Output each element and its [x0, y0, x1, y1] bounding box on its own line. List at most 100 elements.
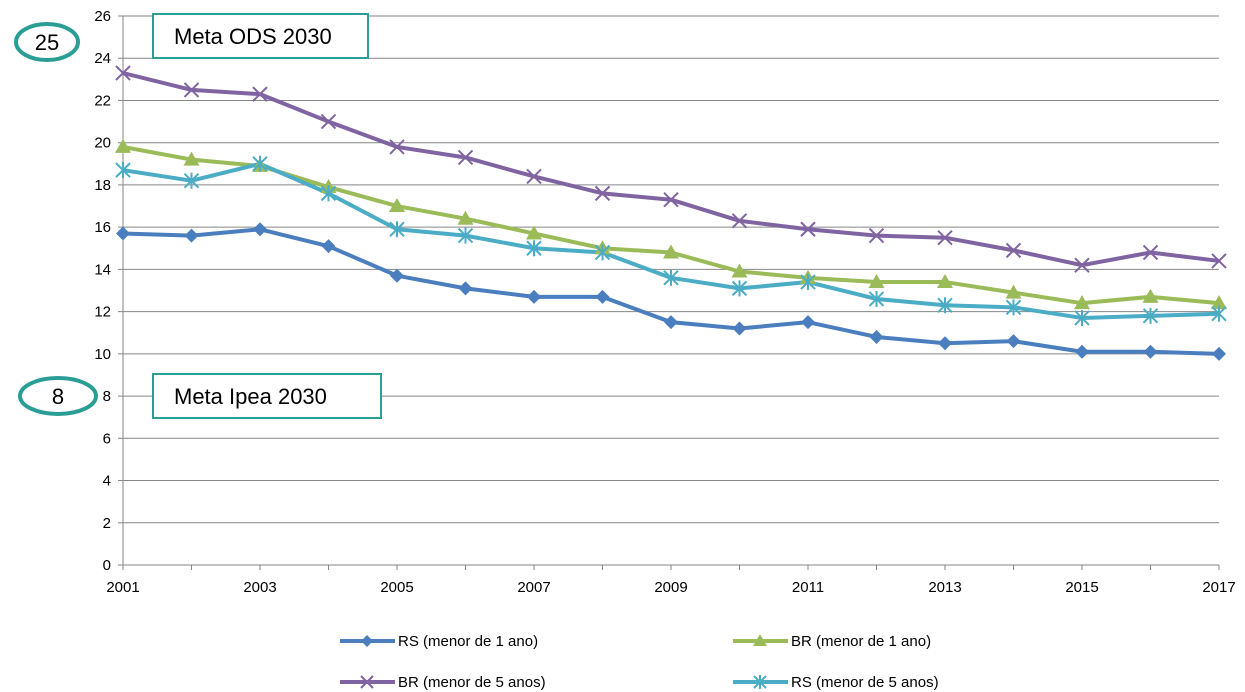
- marker-diamond: [869, 329, 884, 344]
- annotation-box-top: [152, 13, 369, 59]
- marker-triangle: [937, 274, 953, 289]
- y-tick-label: 4: [103, 473, 111, 490]
- marker-star: [663, 269, 679, 286]
- marker-triangle: [663, 244, 679, 259]
- annotation-box-bottom: [152, 373, 382, 419]
- marker-diamond: [938, 336, 952, 351]
- marker-diamond: [361, 635, 373, 647]
- series-line-4: [122, 161, 1220, 320]
- marker-diamond: [116, 226, 130, 241]
- gridlines: [123, 15, 1219, 524]
- marker-star: [1005, 299, 1022, 316]
- marker-star: [252, 155, 268, 172]
- legend-item: BR (menor de 5 anos): [340, 674, 546, 691]
- x-tick-label: 2005: [380, 579, 413, 596]
- x-tick-label: 2011: [792, 579, 824, 596]
- marker-triangle: [1074, 295, 1090, 310]
- legend-label: BR (menor de 5 anos): [398, 674, 546, 691]
- marker-star: [1211, 305, 1227, 322]
- y-tick-label: 14: [94, 261, 111, 278]
- y-tick-label: 0: [103, 557, 111, 574]
- marker-x: [594, 185, 611, 202]
- x-tick-label: 2017: [1202, 579, 1235, 596]
- x-tick-label: 2001: [106, 579, 139, 596]
- y-tick-label: 16: [94, 219, 111, 236]
- marker-star: [800, 274, 816, 291]
- marker-star: [457, 227, 474, 244]
- marker-diamond: [184, 228, 199, 243]
- marker-triangle: [753, 634, 767, 646]
- marker-diamond: [321, 239, 336, 254]
- x-tick-label: 2015: [1065, 579, 1098, 596]
- marker-x: [389, 139, 405, 155]
- annotation-oval-bottom: [18, 376, 98, 416]
- annotation-meta-ipea: 8 Meta Ipea 2030: [18, 373, 382, 419]
- marker-diamond: [595, 289, 610, 304]
- series-markers: [115, 65, 1227, 361]
- y-tick-label: 6: [103, 430, 111, 447]
- marker-diamond: [527, 289, 541, 304]
- y-tick-label: 20: [94, 135, 111, 152]
- y-tick-label: 2: [103, 515, 111, 532]
- marker-x: [115, 65, 131, 81]
- marker-x: [1211, 253, 1227, 269]
- marker-diamond: [390, 268, 404, 283]
- marker-diamond: [1075, 344, 1089, 359]
- marker-x: [731, 213, 748, 229]
- marker-star: [1074, 309, 1090, 326]
- marker-x: [252, 86, 268, 102]
- marker-star: [594, 244, 611, 261]
- marker-star: [1142, 307, 1159, 324]
- marker-x: [800, 221, 816, 237]
- marker-triangle: [457, 210, 474, 225]
- marker-star: [868, 290, 885, 307]
- marker-triangle: [1211, 295, 1227, 310]
- marker-x: [663, 191, 679, 208]
- x-tick-label: 2007: [517, 579, 550, 596]
- x-tick-label: 2013: [928, 579, 961, 596]
- annotation-box-bottom-label: Meta Ipea 2030: [174, 384, 327, 409]
- marker-triangle: [115, 138, 131, 153]
- marker-triangle: [1142, 288, 1159, 303]
- legend-label: RS (menor de 5 anos): [791, 674, 939, 691]
- marker-x: [526, 168, 542, 185]
- annotation-oval-top: [14, 22, 80, 62]
- y-tick-label: 8: [103, 388, 111, 405]
- marker-x: [1005, 242, 1022, 259]
- annotation-box-top-label: Meta ODS 2030: [174, 24, 332, 49]
- legend-item: RS (menor de 1 ano): [340, 633, 538, 650]
- marker-triangle: [868, 274, 885, 289]
- marker-star: [320, 185, 337, 202]
- marker-triangle: [1005, 284, 1022, 299]
- legend-item: RS (menor de 5 anos): [733, 674, 939, 691]
- marker-diamond: [1006, 334, 1021, 349]
- y-tick-label: 22: [94, 92, 111, 109]
- marker-diamond: [458, 281, 473, 296]
- marker-triangle: [183, 151, 200, 166]
- marker-star: [526, 240, 542, 257]
- marker-diamond: [664, 315, 678, 330]
- marker-star: [731, 280, 748, 297]
- legend-label: RS (menor de 1 ano): [398, 633, 538, 650]
- legend-label: BR (menor de 1 ano): [791, 633, 931, 650]
- annotation-meta-ods: 25 Meta ODS 2030: [14, 13, 369, 62]
- axes: [118, 15, 1220, 570]
- marker-triangle: [389, 198, 405, 213]
- marker-x: [1074, 257, 1090, 273]
- legend-item: BR (menor de 1 ano): [733, 633, 931, 650]
- marker-star: [183, 172, 200, 189]
- marker-triangle: [731, 263, 748, 278]
- marker-x: [183, 82, 200, 98]
- marker-diamond: [253, 222, 267, 237]
- marker-diamond: [1212, 346, 1226, 361]
- y-tick-label: 18: [94, 177, 111, 194]
- x-tick-label: 2009: [654, 579, 687, 596]
- y-tick-label: 26: [94, 8, 111, 25]
- marker-diamond: [732, 321, 747, 336]
- marker-star: [937, 297, 953, 314]
- marker-diamond: [801, 315, 815, 330]
- x-tick-label: 2003: [243, 579, 276, 596]
- annotation-oval-bottom-number: 8: [52, 384, 64, 409]
- legend: RS (menor de 1 ano) BR (menor de 1 ano) BR…: [340, 633, 939, 691]
